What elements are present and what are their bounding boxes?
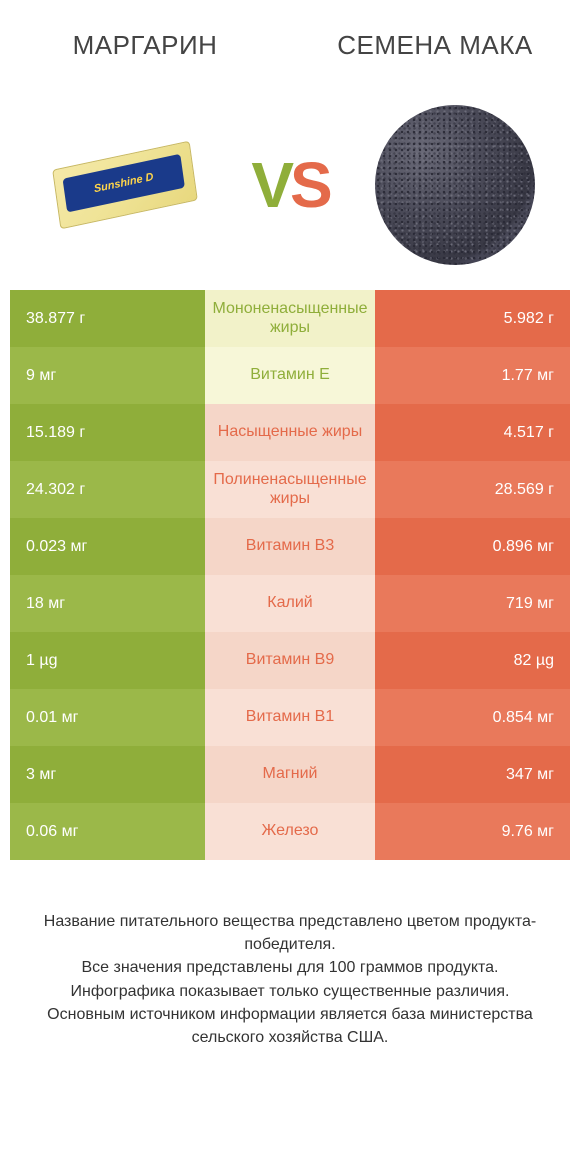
images-row: Sunshine D VS xyxy=(0,90,580,280)
nutrient-label: Полиненасыщенные жиры xyxy=(205,461,375,518)
nutrient-label: Насыщенные жиры xyxy=(205,404,375,461)
value-left: 1 µg xyxy=(10,632,205,689)
image-left-slot: Sunshine D xyxy=(40,100,210,270)
value-right: 0.854 мг xyxy=(375,689,570,746)
value-left: 15.189 г xyxy=(10,404,205,461)
table-row: 1 µgВитамин B982 µg xyxy=(10,632,570,689)
value-left: 0.06 мг xyxy=(10,803,205,860)
value-left: 38.877 г xyxy=(10,290,205,347)
value-right: 82 µg xyxy=(375,632,570,689)
title-right: СЕМЕНА МАКА xyxy=(290,31,580,60)
nutrient-label: Витамин B3 xyxy=(205,518,375,575)
value-right: 4.517 г xyxy=(375,404,570,461)
footer-line: Все значения представлены для 100 граммо… xyxy=(18,956,562,979)
footer-line: Название питательного вещества представл… xyxy=(18,910,562,956)
margarine-icon: Sunshine D xyxy=(45,130,206,240)
titles-row: МАРГАРИН СЕМЕНА МАКА xyxy=(0,0,580,90)
footer-line: Инфографика показывает только существенн… xyxy=(18,980,562,1003)
value-left: 0.023 мг xyxy=(10,518,205,575)
value-right: 5.982 г xyxy=(375,290,570,347)
table-row: 9 мгВитамин E1.77 мг xyxy=(10,347,570,404)
value-left: 0.01 мг xyxy=(10,689,205,746)
table-row: 15.189 гНасыщенные жиры4.517 г xyxy=(10,404,570,461)
table-row: 3 мгМагний347 мг xyxy=(10,746,570,803)
value-right: 28.569 г xyxy=(375,461,570,518)
table-row: 0.01 мгВитамин B10.854 мг xyxy=(10,689,570,746)
value-right: 347 мг xyxy=(375,746,570,803)
value-right: 1.77 мг xyxy=(375,347,570,404)
nutrient-table: 38.877 гМононенасыщенные жиры5.982 г9 мг… xyxy=(10,290,570,860)
title-left: МАРГАРИН xyxy=(0,31,290,60)
value-right: 9.76 мг xyxy=(375,803,570,860)
value-right: 719 мг xyxy=(375,575,570,632)
value-left: 9 мг xyxy=(10,347,205,404)
image-right-slot xyxy=(370,100,540,270)
value-left: 18 мг xyxy=(10,575,205,632)
footer-line: Основным источником информации является … xyxy=(18,1003,562,1049)
vs-label: VS xyxy=(251,148,328,222)
vs-s: S xyxy=(290,149,329,221)
nutrient-label: Калий xyxy=(205,575,375,632)
poppy-seeds-icon xyxy=(375,105,535,265)
table-row: 0.06 мгЖелезо9.76 мг xyxy=(10,803,570,860)
nutrient-label: Витамин B1 xyxy=(205,689,375,746)
value-left: 24.302 г xyxy=(10,461,205,518)
nutrient-label: Железо xyxy=(205,803,375,860)
footer-notes: Название питательного вещества представл… xyxy=(0,910,580,1049)
nutrient-label: Мононенасыщенные жиры xyxy=(205,290,375,347)
vs-v: V xyxy=(251,149,290,221)
nutrient-label: Витамин B9 xyxy=(205,632,375,689)
nutrient-label: Витамин E xyxy=(205,347,375,404)
nutrient-label: Магний xyxy=(205,746,375,803)
table-row: 24.302 гПолиненасыщенные жиры28.569 г xyxy=(10,461,570,518)
table-row: 18 мгКалий719 мг xyxy=(10,575,570,632)
table-row: 38.877 гМононенасыщенные жиры5.982 г xyxy=(10,290,570,347)
table-row: 0.023 мгВитамин B30.896 мг xyxy=(10,518,570,575)
value-left: 3 мг xyxy=(10,746,205,803)
value-right: 0.896 мг xyxy=(375,518,570,575)
